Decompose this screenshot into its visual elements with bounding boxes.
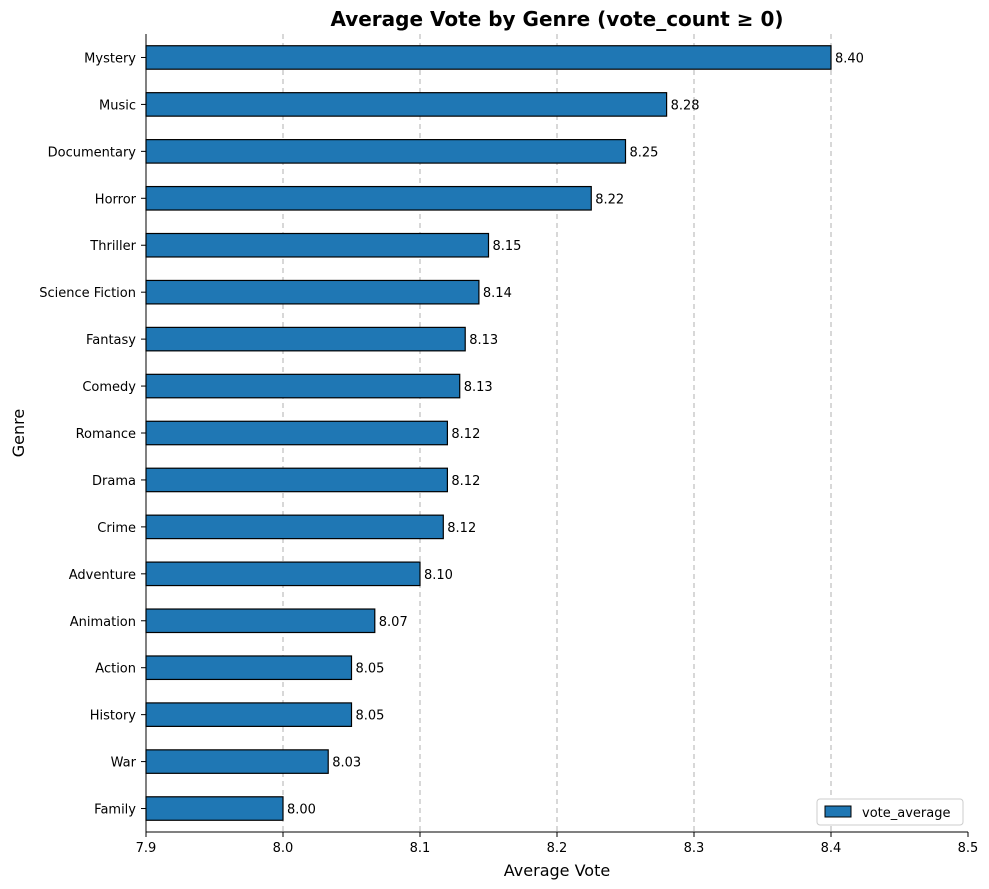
bar-romance bbox=[146, 421, 447, 444]
bar-value-label: 8.07 bbox=[379, 615, 408, 630]
bar-value-label: 8.40 bbox=[835, 51, 864, 66]
bar-value-label: 8.22 bbox=[595, 192, 624, 207]
y-tick-label: Music bbox=[99, 98, 136, 113]
y-tick-label: Thriller bbox=[89, 239, 136, 254]
bar-value-label: 8.05 bbox=[356, 662, 385, 677]
bar-war bbox=[146, 750, 328, 773]
bar-mystery bbox=[146, 46, 831, 69]
bar-value-label: 8.12 bbox=[451, 427, 480, 442]
bar-value-label: 8.13 bbox=[464, 380, 493, 395]
y-tick-label: History bbox=[90, 709, 137, 724]
bar-animation bbox=[146, 609, 375, 632]
bar-value-label: 8.13 bbox=[469, 333, 498, 348]
y-tick-label: Drama bbox=[92, 474, 136, 489]
chart-title: Average Vote by Genre (vote_count ≥ 0) bbox=[330, 7, 783, 31]
bar-value-label: 8.00 bbox=[287, 803, 316, 818]
y-tick-label: Adventure bbox=[69, 568, 136, 583]
y-tick-label: Fantasy bbox=[86, 333, 136, 348]
bar-comedy bbox=[146, 374, 460, 397]
bars bbox=[146, 46, 831, 821]
x-tick-label: 8.5 bbox=[958, 841, 979, 856]
y-tick-label: Family bbox=[94, 803, 136, 818]
y-tick-label: Action bbox=[95, 662, 136, 677]
x-tick-label: 8.1 bbox=[410, 841, 431, 856]
y-tick-label: Animation bbox=[70, 615, 136, 630]
bar-adventure bbox=[146, 562, 420, 585]
bar-documentary bbox=[146, 140, 626, 163]
bar-fantasy bbox=[146, 327, 465, 350]
bar-value-label: 8.12 bbox=[447, 521, 476, 536]
bar-music bbox=[146, 93, 667, 116]
bar-value-label: 8.28 bbox=[671, 98, 700, 113]
x-tick-label: 8.0 bbox=[273, 841, 294, 856]
y-tick-label: Comedy bbox=[82, 380, 136, 395]
bar-value-label: 8.03 bbox=[332, 756, 361, 771]
bar-drama bbox=[146, 468, 447, 491]
bar-value-label: 8.05 bbox=[356, 709, 385, 724]
x-tick-label: 8.3 bbox=[684, 841, 705, 856]
legend: vote_average bbox=[817, 799, 963, 825]
legend-swatch bbox=[825, 806, 851, 817]
y-tick-label: Horror bbox=[95, 192, 137, 207]
bar-action bbox=[146, 656, 352, 679]
x-tick-label: 8.2 bbox=[547, 841, 568, 856]
bar-value-label: 8.10 bbox=[424, 568, 453, 583]
legend-label: vote_average bbox=[862, 806, 950, 821]
y-tick-labels: Mystery Music Documentary Horror Thriller Sci… bbox=[39, 51, 136, 817]
y-tick-label: Documentary bbox=[48, 145, 137, 160]
x-tick-label: 7.9 bbox=[136, 841, 157, 856]
x-axis-label: Average Vote bbox=[504, 861, 610, 880]
y-tick-label: Romance bbox=[76, 427, 136, 442]
y-tick-label: Mystery bbox=[84, 51, 136, 66]
x-tick-label: 8.4 bbox=[821, 841, 842, 856]
bar-thriller bbox=[146, 234, 489, 257]
y-tick-label: Crime bbox=[97, 521, 136, 536]
bar-value-label: 8.12 bbox=[451, 474, 480, 489]
y-axis-label: Genre bbox=[9, 409, 28, 457]
y-tick-label: Science Fiction bbox=[39, 286, 136, 301]
bar-family bbox=[146, 797, 283, 820]
y-tick-label: War bbox=[111, 756, 137, 771]
bar-value-label: 8.15 bbox=[493, 239, 522, 254]
bar-history bbox=[146, 703, 352, 726]
bar-value-label: 8.25 bbox=[630, 145, 659, 160]
bar-science-fiction bbox=[146, 280, 479, 303]
bar-crime bbox=[146, 515, 443, 538]
bar-value-label: 8.14 bbox=[483, 286, 512, 301]
x-tick-labels: 7.9 8.0 8.1 8.2 8.3 8.4 8.5 bbox=[136, 841, 979, 856]
bar-horror bbox=[146, 187, 591, 210]
